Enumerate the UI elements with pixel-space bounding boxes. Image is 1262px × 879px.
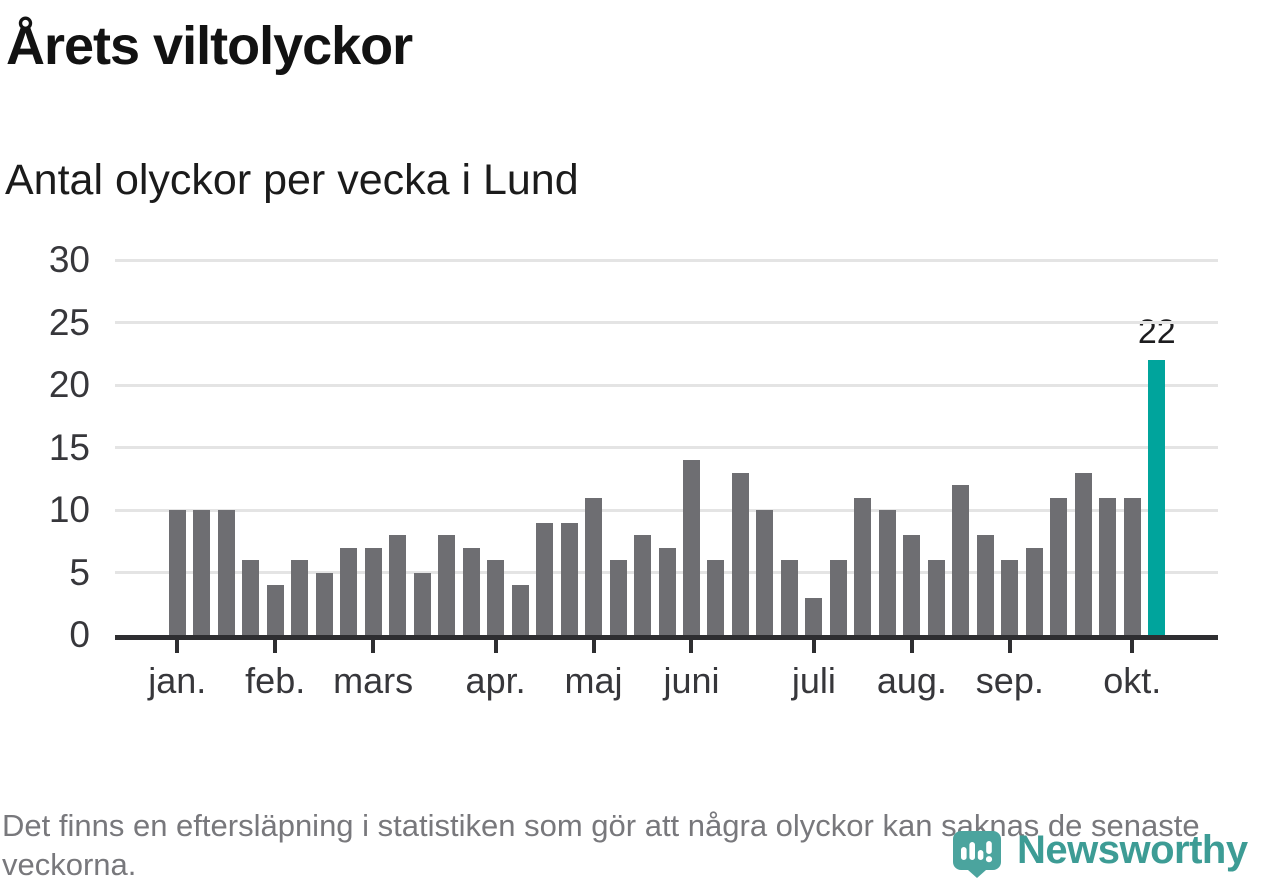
x-axis-label-sep: sep. <box>975 660 1044 701</box>
bar-week-22 <box>682 460 700 635</box>
bar-week-27 <box>805 597 823 635</box>
bar-week-35 <box>1001 560 1019 635</box>
bar-week-29 <box>854 497 872 635</box>
chart-subtitle: Antal olyckor per vecka i Lund <box>5 156 579 204</box>
bar-week-16 <box>536 522 554 635</box>
bar-week-13 <box>462 547 480 635</box>
bar-week-28 <box>829 560 847 635</box>
highlight-value-label: 22 <box>1137 313 1176 351</box>
plot-area: 22 <box>115 258 1218 640</box>
gridline-15 <box>115 446 1218 449</box>
bar-week-9 <box>364 547 382 635</box>
y-axis-label-5: 5 <box>69 551 90 593</box>
x-tick-feb <box>273 640 278 653</box>
x-axis-label-feb: feb. <box>245 660 306 701</box>
bar-week-41 <box>1148 360 1166 635</box>
bar-week-37 <box>1050 497 1068 635</box>
y-axis-label-30: 30 <box>48 239 90 280</box>
x-tick-okt <box>1130 640 1135 653</box>
x-axis-label-maj: maj <box>564 660 623 701</box>
bar-week-15 <box>511 585 529 635</box>
gridline-25 <box>115 321 1218 324</box>
bar-week-8 <box>340 547 358 635</box>
y-axis-label-15: 15 <box>48 426 90 468</box>
bar-week-5 <box>266 585 284 635</box>
x-tick-jan <box>175 640 180 653</box>
bar-week-30 <box>878 510 896 635</box>
bar-week-6 <box>291 560 309 635</box>
y-axis-label-20: 20 <box>48 364 90 405</box>
gridline-10 <box>115 508 1218 512</box>
bar-week-31 <box>903 535 921 635</box>
y-axis-label-25: 25 <box>48 301 90 343</box>
bar-week-25 <box>756 510 774 635</box>
bar-week-12 <box>438 535 456 635</box>
x-tick-aug <box>909 640 914 653</box>
x-tick-juli <box>811 640 816 653</box>
gridline-20 <box>115 383 1218 387</box>
bar-week-26 <box>780 560 798 635</box>
bar-week-34 <box>976 535 994 635</box>
x-axis-label-apr: apr. <box>465 660 526 701</box>
bar-week-18 <box>585 497 603 635</box>
gridline-30 <box>115 258 1218 262</box>
x-axis-label-okt: okt. <box>1103 660 1162 701</box>
x-tick-mars <box>371 640 376 653</box>
bar-week-7 <box>315 572 333 635</box>
page-title: Årets viltolyckor <box>6 16 413 76</box>
x-axis-label-juni: juni <box>663 660 720 701</box>
bar-week-17 <box>560 522 578 635</box>
bar-week-39 <box>1099 497 1117 635</box>
x-axis-label-jan: jan. <box>148 660 207 701</box>
bar-week-11 <box>413 572 431 635</box>
bar-week-3 <box>217 510 235 635</box>
bar-week-24 <box>731 472 749 635</box>
bar-week-40 <box>1123 497 1141 635</box>
newsworthy-wordmark: Newsworthy <box>1017 828 1248 872</box>
x-tick-juni <box>689 640 694 653</box>
bar-week-32 <box>927 560 945 635</box>
bar-week-33 <box>952 485 970 635</box>
bar-week-20 <box>634 535 651 635</box>
x-axis-label-aug: aug. <box>876 660 947 701</box>
x-axis-label-mars: mars <box>333 660 414 701</box>
x-tick-apr <box>493 640 498 653</box>
bar-week-14 <box>487 560 505 635</box>
bar-week-10 <box>389 535 407 635</box>
x-axis: jan. feb. mars apr. maj juni juli aug. sep. okt. <box>115 640 1218 715</box>
x-axis-label-juli: juli <box>791 660 836 701</box>
y-axis: 0 5 10 15 20 25 30 <box>0 241 90 654</box>
y-axis-label-10: 10 <box>48 489 90 530</box>
bar-week-4 <box>242 560 260 635</box>
x-tick-maj <box>591 640 596 653</box>
bar-week-21 <box>658 547 676 635</box>
bar-week-23 <box>707 560 725 635</box>
y-axis-label-0: 0 <box>69 614 90 655</box>
bar-week-19 <box>609 560 627 635</box>
bar-week-2 <box>193 510 211 635</box>
bar-week-38 <box>1074 472 1092 635</box>
bar-week-1 <box>168 510 186 635</box>
newsworthy-pin-barchart-icon <box>953 831 1001 878</box>
bar-week-36 <box>1025 547 1043 635</box>
x-tick-sep <box>1007 640 1012 653</box>
